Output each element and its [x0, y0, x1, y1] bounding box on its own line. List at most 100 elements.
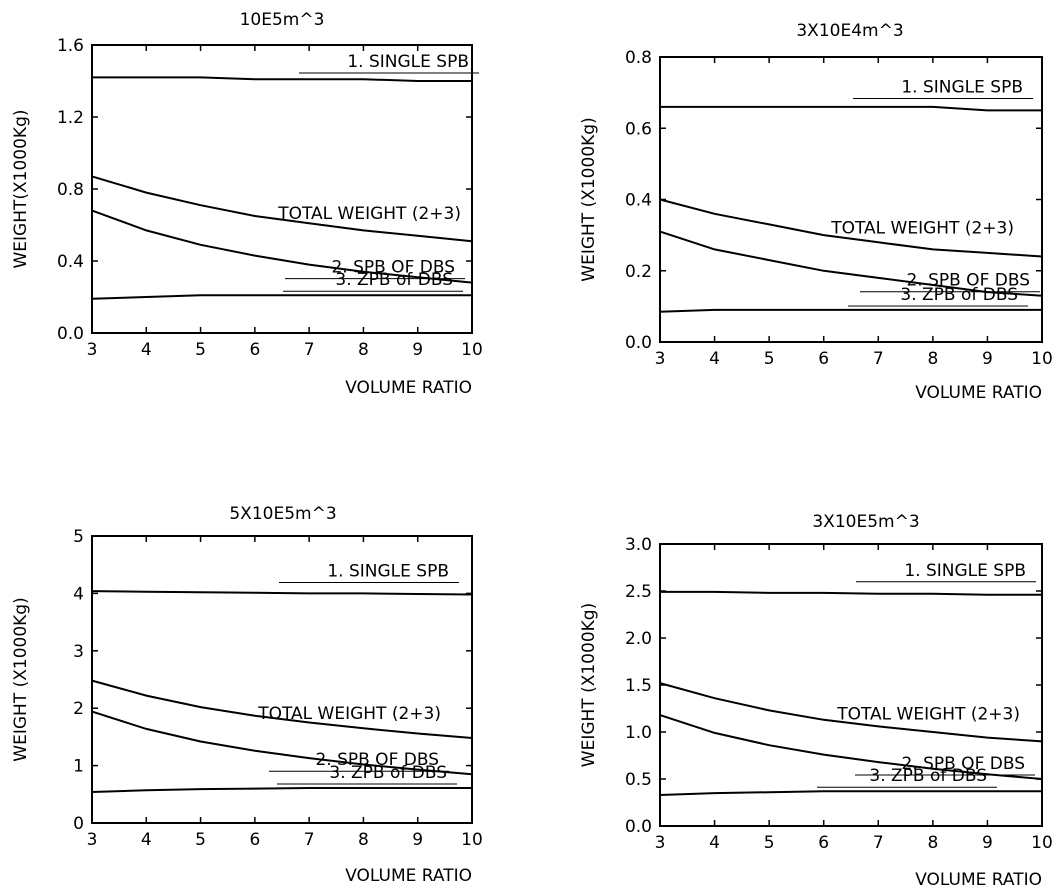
x-tick-label: 9	[412, 830, 423, 850]
chart-panel-1: 10E5m^3 3 4 5 6 7 8 9 10 0.0 0.4 0.8 1.2 1.6 VOLUME RA…	[11, 10, 483, 398]
series-label: TOTAL WEIGHT (2+3)	[277, 204, 461, 224]
y-tick-label: 2.5	[625, 582, 652, 602]
series-line	[91, 175, 473, 243]
y-tick-label: 3	[73, 642, 84, 662]
series-line	[660, 590, 1042, 596]
x-tick-label: 6	[249, 340, 260, 360]
x-axis-label: VOLUME RATIO	[345, 378, 472, 398]
chart-title: 3X10E4m^3	[796, 21, 903, 41]
chart-panel-3: 5X10E5m^3 3 4 5 6 7 8 9 10 0 1 2 3 4 5 VOLUME RATIO WEIG…	[11, 504, 483, 886]
series-line	[91, 209, 473, 284]
series-line	[659, 682, 1043, 743]
y-tick-label: 2	[73, 699, 84, 719]
series-line	[659, 790, 1042, 796]
y-tick-label: 0.6	[625, 119, 652, 139]
y-tick-label: 1.2	[57, 108, 84, 128]
y-tick-label: 0	[73, 814, 84, 834]
series-label: 3. ZPB of DBS	[335, 270, 453, 290]
x-tick-label: 6	[818, 349, 829, 369]
series-label: 3. ZPB of DBS	[900, 285, 1018, 305]
x-tick-label: 10	[461, 340, 483, 360]
x-tick-label: 8	[358, 830, 369, 850]
x-tick-label: 10	[1031, 349, 1053, 369]
series-label: 1. SINGLE SPB	[904, 561, 1026, 581]
chart-title: 10E5m^3	[240, 10, 325, 30]
x-axis-label: VOLUME RATIO	[915, 383, 1042, 403]
chart-panel-4: 3X10E5m^3 3 4 5 6 7 8 9 10 0.0 0.5 1.0 1.5 2.0 2.5 3.0 V…	[579, 512, 1053, 890]
y-tick-label: 0.4	[625, 191, 652, 211]
series-line	[91, 679, 473, 739]
series-line	[659, 230, 1043, 297]
series-label: 2. SPB OF DBS	[906, 271, 1030, 291]
series-line	[659, 308, 1042, 313]
y-axis-label: WEIGHT(X1000Kg)	[11, 109, 31, 268]
x-tick-label: 5	[764, 833, 775, 853]
y-tick-label: 4	[73, 584, 84, 604]
series-label: TOTAL WEIGHT (2+3)	[257, 704, 441, 724]
y-tick-label: 1.0	[625, 723, 652, 743]
x-tick-label: 10	[461, 830, 483, 850]
x-tick-label: 5	[195, 830, 206, 850]
y-tick-label: 0.0	[625, 333, 652, 353]
y-tick-label: 0.8	[625, 48, 652, 68]
series-label: 1. SINGLE SPB	[347, 52, 469, 72]
y-tick-label: 1.6	[57, 36, 84, 56]
y-axis-label: WEIGHT (X1000Kg)	[579, 603, 599, 767]
x-tick-label: 5	[764, 349, 775, 369]
y-tick-label: 0.5	[625, 770, 652, 790]
series-line	[659, 714, 1043, 780]
x-tick-label: 6	[249, 830, 260, 850]
x-tick-label: 4	[141, 340, 152, 360]
series-label: 1. SINGLE SPB	[327, 562, 449, 582]
series-line	[659, 198, 1043, 258]
y-tick-label: 0.0	[57, 324, 84, 344]
x-tick-label: 4	[709, 833, 720, 853]
x-tick-label: 4	[141, 830, 152, 850]
x-tick-label: 6	[818, 833, 829, 853]
x-tick-label: 7	[873, 833, 884, 853]
y-tick-label: 2.0	[625, 629, 652, 649]
y-tick-label: 5	[73, 527, 84, 547]
x-axis-label: VOLUME RATIO	[915, 870, 1042, 890]
x-tick-label: 7	[304, 830, 315, 850]
x-tick-label: 5	[195, 340, 206, 360]
plot-frame	[91, 535, 473, 824]
series-label: 2. SPB OF DBS	[901, 754, 1025, 774]
x-tick-label: 3	[655, 349, 666, 369]
y-tick-label: 0.8	[57, 180, 84, 200]
x-tick-label: 10	[1031, 833, 1053, 853]
series-label: 3. ZPB of DBS	[329, 763, 447, 783]
x-tick-label: 3	[655, 833, 666, 853]
series-line	[91, 294, 472, 300]
series-label: 2. SPB OF DBS	[315, 750, 439, 770]
series-label: TOTAL WEIGHT (2+3)	[836, 704, 1020, 724]
x-tick-label: 8	[927, 833, 938, 853]
series-label: 1. SINGLE SPB	[901, 77, 1023, 97]
y-tick-label: 0.0	[625, 817, 652, 837]
x-tick-label: 9	[412, 340, 423, 360]
x-tick-label: 9	[982, 833, 993, 853]
chart-title: 5X10E5m^3	[229, 504, 336, 524]
y-tick-label: 1	[73, 757, 84, 777]
series-line	[92, 76, 472, 82]
x-tick-label: 4	[709, 349, 720, 369]
series-label: 2. SPB OF DBS	[331, 258, 455, 278]
x-tick-label: 7	[304, 340, 315, 360]
series-line	[91, 787, 472, 793]
series-line	[91, 590, 473, 596]
series-line	[91, 710, 473, 776]
x-axis-label: VOLUME RATIO	[345, 866, 472, 886]
y-axis-label: WEIGHT (X1000Kg)	[11, 597, 31, 761]
y-tick-label: 0.4	[57, 252, 84, 272]
series-label: TOTAL WEIGHT (2+3)	[830, 219, 1014, 239]
series-line	[660, 105, 1042, 112]
x-tick-label: 3	[87, 340, 98, 360]
y-tick-label: 1.5	[625, 676, 652, 696]
x-tick-label: 7	[873, 349, 884, 369]
x-tick-label: 8	[358, 340, 369, 360]
y-axis-label: WEIGHT (X1000Kg)	[579, 117, 599, 281]
x-tick-label: 8	[927, 349, 938, 369]
x-tick-label: 9	[982, 349, 993, 369]
y-tick-label: 3.0	[625, 535, 652, 555]
